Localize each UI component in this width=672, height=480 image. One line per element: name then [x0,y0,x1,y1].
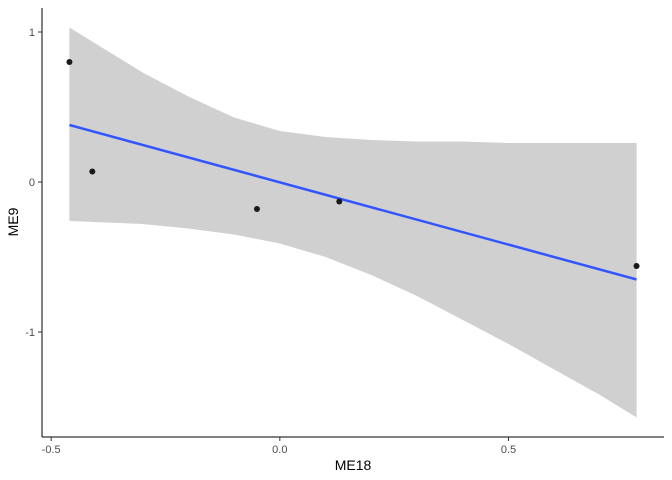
x-axis-title: ME18 [335,457,372,473]
y-tick-label: -1 [25,327,35,339]
plot-area [66,27,640,418]
data-point-4 [336,198,343,205]
y-axis-title: ME9 [5,207,21,236]
data-point-2 [89,168,96,175]
axes: -0.5 0.0 0.5 -1 0 1 [25,8,664,456]
x-tick-label: -0.5 [42,444,61,456]
x-tick-label: 0.0 [272,444,287,456]
y-tick-label: 0 [29,177,35,189]
data-point-1 [66,59,73,65]
data-point-3 [253,206,260,212]
y-tick-label: 1 [29,27,35,39]
data-point-5 [633,263,640,269]
x-tick-label: 0.5 [501,444,516,456]
regression-line [69,123,637,281]
confidence-band [69,27,637,418]
